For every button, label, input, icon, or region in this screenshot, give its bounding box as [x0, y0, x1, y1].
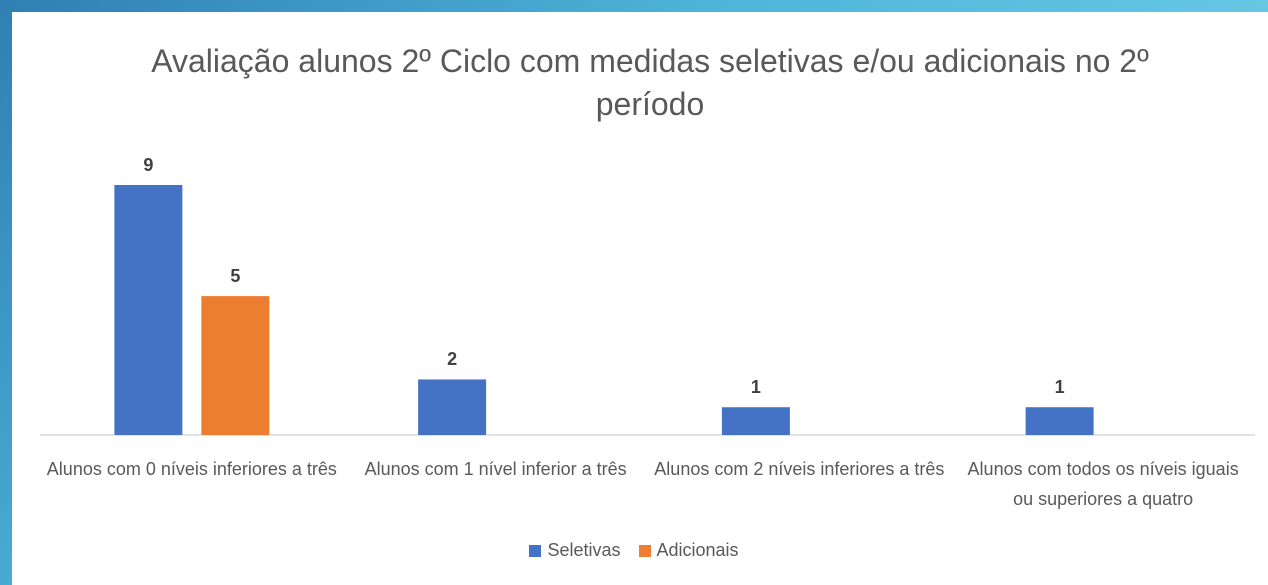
- legend-swatch: [529, 544, 542, 557]
- legend-label: Adicionais: [656, 540, 739, 560]
- data-label: 9: [143, 155, 154, 175]
- legend-item: Seletivas: [529, 540, 621, 561]
- legend-swatch: [638, 544, 651, 557]
- bar: [418, 379, 487, 435]
- data-label: 1: [1054, 377, 1065, 398]
- bar: [1025, 407, 1094, 435]
- x-tick-label: Alunos com 0 níveis inferiores a três: [46, 459, 337, 479]
- data-label: 2: [447, 349, 458, 370]
- chart-title: Avaliação alunos 2º Ciclo com medidas se…: [151, 43, 1149, 122]
- data-label: 1: [750, 377, 761, 398]
- legend-item: Adicionais: [638, 540, 739, 561]
- bar: [201, 296, 270, 435]
- x-tick-label: Alunos com 2 níveis inferiores a três: [654, 459, 945, 479]
- legend-label: Seletivas: [547, 540, 621, 560]
- x-tick-label: Alunos com 1 nível inferior a três: [364, 459, 627, 479]
- bar: [114, 185, 183, 435]
- bar: [721, 407, 790, 435]
- x-tick-label: Alunos com todos os níveis iguais ou sup…: [967, 459, 1239, 509]
- data-label: 5: [230, 266, 241, 287]
- legend: Seletivas Adicionais: [0, 540, 1268, 561]
